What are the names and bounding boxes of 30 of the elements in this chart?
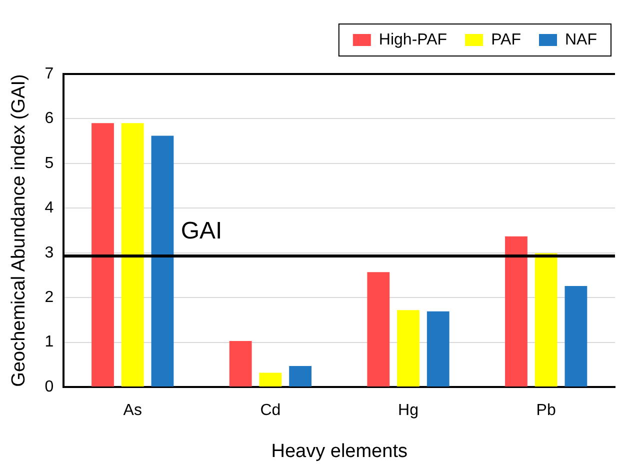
x-tick-label: Pb (536, 402, 556, 420)
bar (534, 253, 558, 386)
y-tick-label: 2 (44, 288, 54, 306)
y-tick-label: 3 (44, 244, 54, 262)
x-tick-label: Cd (260, 402, 281, 420)
y-tick-label: 4 (44, 200, 54, 217)
legend-label: NAF (565, 31, 598, 48)
bar (121, 123, 144, 386)
x-tick-label: As (123, 402, 142, 420)
bar (151, 136, 174, 386)
bar (564, 286, 588, 386)
bar (505, 236, 528, 386)
y-tick-label: 6 (44, 110, 54, 128)
bar (229, 340, 252, 386)
ref-line-label: GAI (180, 218, 222, 245)
y-tick-label: 7 (44, 65, 54, 82)
y-tick-label: 0 (44, 378, 54, 396)
bar (259, 372, 282, 386)
x-tick-label: Hg (398, 402, 418, 420)
y-tick-label: 5 (44, 154, 54, 172)
legend-label: High-PAF (378, 31, 448, 48)
bar (367, 272, 390, 386)
bar (397, 310, 420, 386)
y-axis-title: Geochemical Abundance index (GAI) (8, 74, 30, 387)
y-tick-label: 1 (44, 334, 54, 351)
bar (92, 123, 114, 386)
x-axis-title: Heavy elements (271, 440, 408, 462)
bar (289, 366, 312, 386)
bar (426, 311, 450, 386)
legend-label: PAF (491, 31, 522, 48)
